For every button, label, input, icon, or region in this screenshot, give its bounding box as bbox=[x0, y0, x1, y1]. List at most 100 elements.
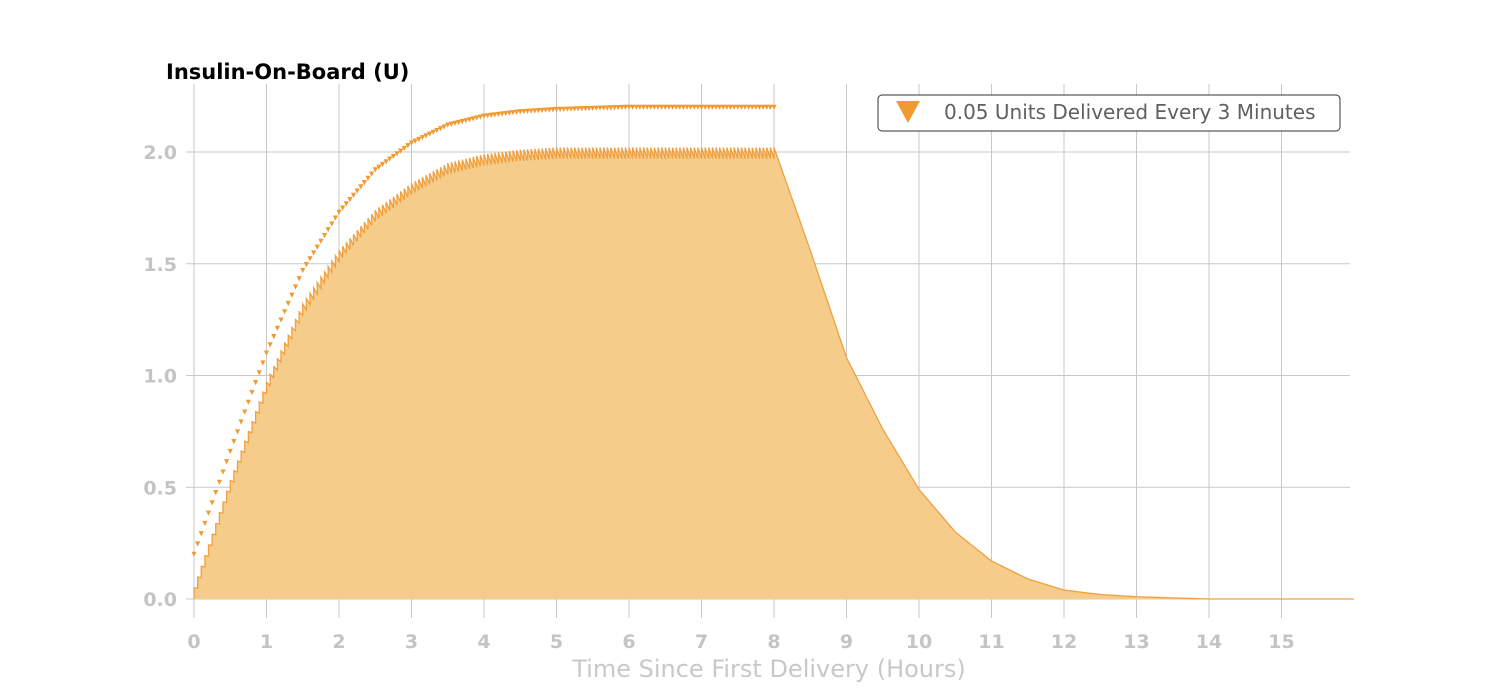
delivery-marker bbox=[448, 121, 454, 127]
delivery-marker bbox=[267, 342, 273, 348]
delivery-marker bbox=[666, 104, 672, 110]
x-tick-label: 14 bbox=[1196, 631, 1222, 653]
delivery-marker bbox=[633, 104, 639, 110]
delivery-marker bbox=[365, 175, 371, 181]
delivery-marker bbox=[535, 108, 541, 114]
delivery-marker bbox=[234, 429, 241, 435]
delivery-marker bbox=[702, 104, 708, 110]
legend-triangle-icon bbox=[896, 101, 920, 123]
delivery-marker bbox=[437, 126, 444, 132]
delivery-marker bbox=[521, 108, 527, 115]
x-tick-label: 9 bbox=[840, 631, 853, 653]
x-tick-label: 8 bbox=[767, 631, 780, 653]
delivery-marker bbox=[706, 104, 712, 110]
x-tick-label: 10 bbox=[906, 631, 932, 653]
delivery-marker bbox=[354, 188, 360, 194]
delivery-marker bbox=[274, 325, 280, 331]
delivery-marker bbox=[608, 105, 614, 111]
area-series bbox=[193, 147, 1354, 600]
delivery-marker bbox=[590, 105, 596, 112]
delivery-marker bbox=[191, 551, 197, 557]
x-axis-label: Time Since First Delivery (Hours) bbox=[571, 655, 966, 683]
iob-area-fill bbox=[194, 147, 1354, 599]
x-tick-label: 7 bbox=[695, 631, 708, 653]
delivery-marker bbox=[325, 227, 331, 233]
delivery-marker bbox=[673, 104, 679, 110]
delivery-marker bbox=[688, 104, 694, 110]
delivery-marker bbox=[329, 221, 335, 227]
delivery-marker bbox=[485, 113, 491, 119]
delivery-marker bbox=[738, 104, 744, 110]
delivery-marker bbox=[307, 256, 313, 262]
delivery-marker bbox=[503, 110, 509, 117]
delivery-marker bbox=[564, 106, 570, 112]
delivery-marker bbox=[282, 309, 288, 315]
delivery-marker bbox=[271, 334, 277, 340]
iob-area-line bbox=[193, 147, 1354, 600]
delivery-marker bbox=[760, 104, 766, 110]
delivery-marker bbox=[622, 104, 628, 111]
delivery-marker bbox=[202, 520, 208, 527]
delivery-marker bbox=[597, 105, 603, 111]
delivery-marker bbox=[379, 161, 386, 168]
delivery-marker bbox=[640, 104, 647, 110]
delivery-marker bbox=[506, 110, 512, 116]
delivery-marker bbox=[517, 109, 523, 115]
delivery-marker bbox=[586, 105, 592, 112]
delivery-marker bbox=[224, 459, 230, 465]
x-tick-label: 6 bbox=[622, 631, 635, 653]
delivery-marker bbox=[680, 104, 686, 110]
delivery-marker bbox=[318, 238, 324, 244]
delivery-marker bbox=[358, 184, 364, 190]
delivery-marker bbox=[709, 104, 715, 110]
x-tick-label: 2 bbox=[332, 631, 345, 653]
delivery-marker bbox=[292, 284, 299, 290]
delivery-marker bbox=[459, 119, 465, 125]
delivery-marker bbox=[332, 215, 338, 221]
delivery-marker bbox=[615, 105, 621, 111]
delivery-marker bbox=[553, 106, 560, 113]
x-tick-label: 5 bbox=[550, 631, 563, 653]
delivery-marker bbox=[543, 107, 549, 113]
delivery-marker bbox=[369, 171, 375, 177]
delivery-marker bbox=[528, 108, 534, 114]
delivery-marker bbox=[260, 360, 266, 366]
delivery-marker bbox=[626, 104, 632, 110]
delivery-marker bbox=[619, 104, 625, 111]
delivery-marker bbox=[401, 145, 407, 152]
delivery-marker bbox=[412, 138, 418, 144]
delivery-marker bbox=[321, 232, 328, 239]
delivery-marker bbox=[387, 156, 393, 162]
delivery-marker bbox=[524, 108, 531, 114]
delivery-marker bbox=[604, 105, 610, 111]
delivery-marker bbox=[695, 104, 701, 110]
delivery-marker bbox=[278, 317, 284, 323]
delivery-marker bbox=[735, 104, 741, 110]
x-tick-label: 1 bbox=[260, 631, 273, 653]
delivery-marker bbox=[771, 104, 777, 110]
delivery-marker bbox=[742, 104, 748, 110]
delivery-marker bbox=[296, 276, 302, 282]
delivery-marker bbox=[311, 250, 317, 256]
delivery-marker bbox=[303, 262, 309, 268]
delivery-marker bbox=[727, 104, 734, 110]
delivery-marker bbox=[361, 180, 367, 186]
delivery-marker bbox=[630, 104, 636, 110]
delivery-marker bbox=[419, 135, 425, 141]
delivery-marker bbox=[198, 531, 204, 537]
delivery-marker bbox=[731, 104, 737, 110]
delivery-marker bbox=[398, 148, 404, 154]
delivery-marker bbox=[445, 122, 451, 128]
x-tick-label: 0 bbox=[187, 631, 200, 653]
delivery-marker bbox=[253, 380, 259, 386]
delivery-marker bbox=[427, 131, 433, 137]
delivery-marker bbox=[575, 106, 581, 112]
delivery-marker bbox=[568, 106, 574, 112]
delivery-marker bbox=[466, 117, 473, 123]
delivery-marker bbox=[492, 112, 498, 118]
delivery-marker bbox=[481, 113, 487, 119]
marker-series bbox=[191, 104, 777, 557]
delivery-marker bbox=[724, 104, 730, 110]
y-tick-label: 1.0 bbox=[143, 366, 177, 388]
delivery-marker bbox=[405, 143, 411, 149]
